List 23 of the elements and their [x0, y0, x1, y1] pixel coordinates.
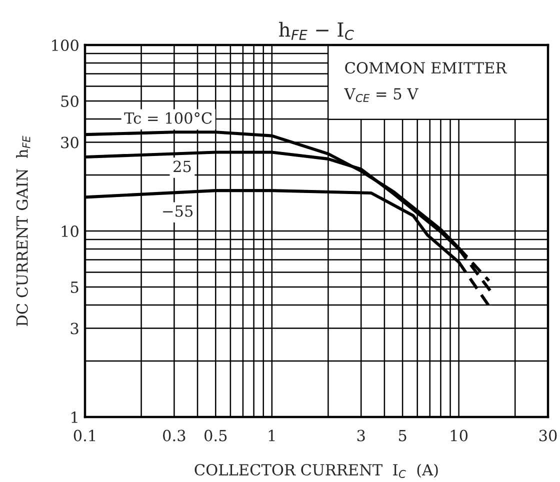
- annotation: COMMON EMITTER: [345, 62, 508, 74]
- x-tick-label: 5: [398, 430, 406, 442]
- y-tick-label: 30: [61, 136, 78, 148]
- series-label: Tc = 100°C: [124, 112, 212, 124]
- y-tick-label: 1: [72, 411, 78, 423]
- x-tick-label: 30: [539, 430, 557, 442]
- y-axis-title: DC CURRENT GAIN h$_{FE}$: [16, 136, 30, 326]
- x-tick-label: 10: [450, 430, 468, 442]
- y-tick-label: 50: [61, 95, 78, 108]
- chart-title: h$_{FE}$ − I$_{C}$: [278, 22, 354, 40]
- series-label: 25: [174, 160, 191, 172]
- x-tick-label: 0.5: [204, 430, 227, 442]
- x-axis-title: COLLECTOR CURRENT I$_{C}$ (A): [194, 464, 438, 478]
- x-tick-label: 0.3: [163, 430, 186, 442]
- x-tick-label: 1: [268, 430, 275, 442]
- y-tick-label: 10: [62, 225, 78, 238]
- y-tick-label: 100: [52, 39, 78, 52]
- x-tick-label: 3: [357, 430, 365, 442]
- series-label: −55: [163, 205, 193, 217]
- x-tick-label: 0.1: [74, 430, 95, 442]
- y-tick-label: 3: [70, 322, 78, 334]
- y-tick-label: 5: [71, 282, 78, 294]
- annotation: V$_{CE}$ = 5 V: [344, 88, 418, 102]
